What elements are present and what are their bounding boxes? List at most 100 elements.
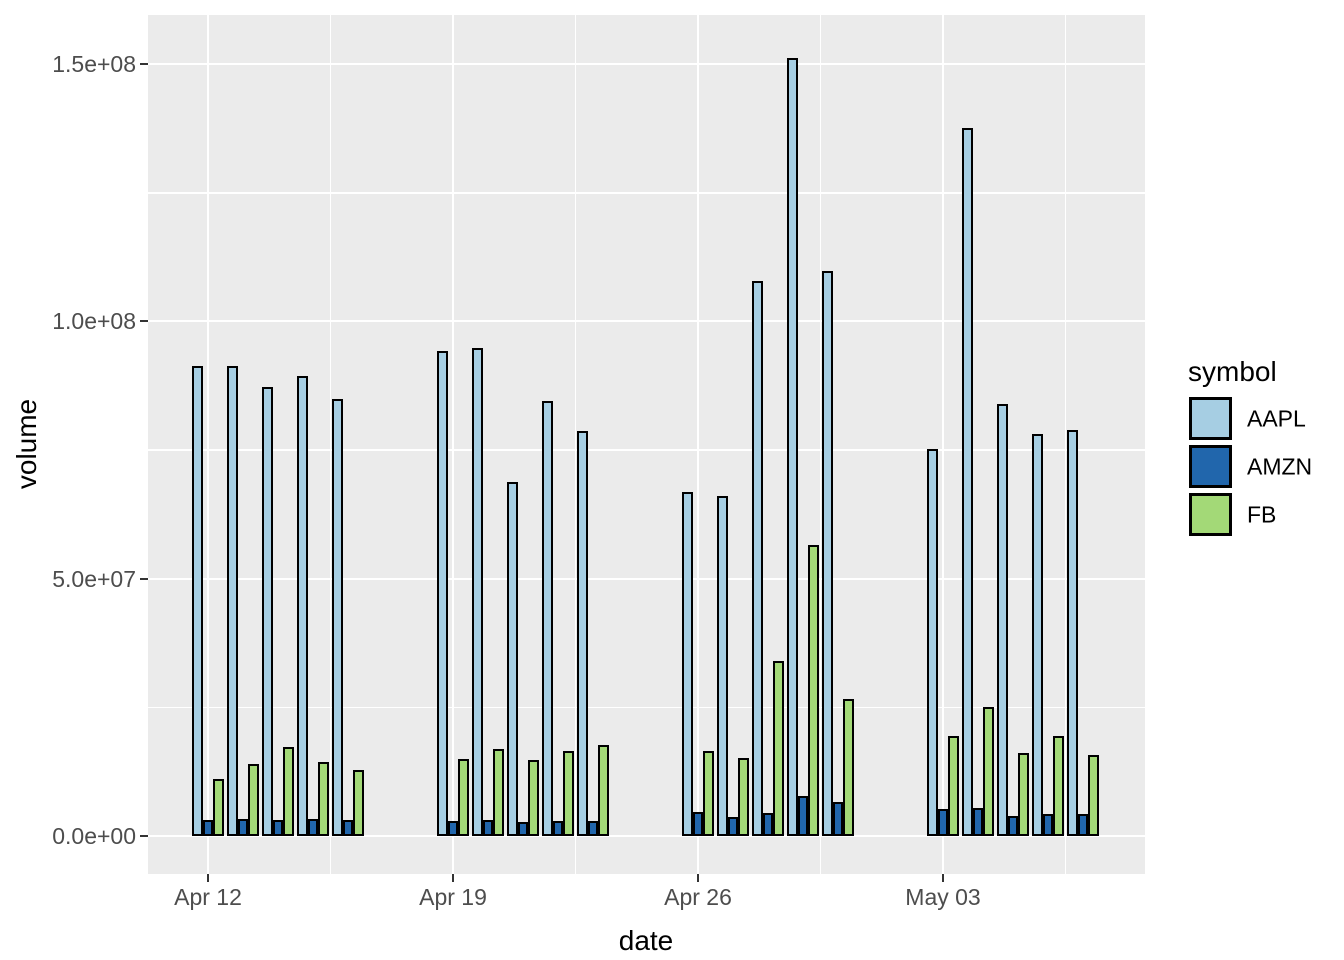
bar-aapl-may-04 (962, 128, 973, 836)
bar-fb-apr-23 (598, 744, 609, 836)
bar-amzn-may-03 (937, 809, 949, 836)
x-tick-label: May 03 (905, 884, 981, 910)
bar-fb-may-05 (1018, 753, 1029, 836)
bar-amzn-apr-16 (342, 819, 354, 836)
bar-amzn-apr-29 (797, 795, 809, 836)
y-tick-label: 1.5e+08 (52, 51, 136, 78)
legend-title: symbol (1188, 356, 1277, 387)
plot-panel (148, 15, 1145, 874)
legend-row-amzn: AMZN (1189, 445, 1339, 488)
gridline-major-x (942, 15, 944, 874)
bar-aapl-apr-15 (297, 376, 308, 836)
bar-fb-apr-16 (353, 769, 364, 836)
y-axis-title: volume (11, 398, 42, 490)
bar-amzn-apr-30 (832, 802, 844, 836)
bar-aapl-apr-14 (262, 387, 273, 836)
bar-amzn-apr-27 (727, 817, 739, 836)
x-tick-mark (207, 874, 209, 882)
legend-label-amzn: AMZN (1247, 453, 1313, 479)
bar-amzn-apr-12 (202, 819, 214, 836)
bar-aapl-apr-30 (822, 270, 833, 836)
gridline-major-y (148, 577, 1145, 580)
legend-key-amzn (1189, 445, 1232, 488)
bar-amzn-may-05 (1007, 816, 1019, 836)
bar-aapl-apr-16 (332, 398, 343, 836)
y-tick-mark (140, 577, 148, 580)
y-tick-mark (140, 63, 148, 66)
bar-fb-apr-15 (318, 761, 329, 836)
bar-fb-apr-20 (493, 748, 504, 836)
bar-amzn-apr-13 (237, 818, 249, 836)
bar-aapl-may-07 (1067, 429, 1078, 836)
legend-row-aapl: AAPL (1189, 397, 1339, 440)
bar-amzn-apr-22 (552, 821, 564, 836)
bar-aapl-apr-13 (227, 366, 238, 836)
bar-aapl-apr-12 (192, 365, 203, 836)
gridline-minor-x (819, 15, 822, 874)
gridline-minor-x (329, 15, 332, 874)
legend-key-fb (1189, 493, 1232, 536)
bar-aapl-apr-27 (717, 496, 728, 836)
x-tick-label: Apr 12 (174, 884, 242, 910)
bar-amzn-apr-26 (692, 812, 704, 836)
gridline-minor-x (574, 15, 577, 874)
bar-amzn-may-06 (1042, 813, 1054, 836)
bar-amzn-may-07 (1077, 813, 1089, 836)
bar-fb-apr-12 (213, 778, 224, 836)
bar-fb-apr-29 (808, 545, 819, 836)
gridline-minor-y (148, 706, 1145, 709)
gridline-major-y (148, 835, 1145, 837)
x-axis-title: date (618, 925, 674, 956)
bar-amzn-may-04 (972, 808, 984, 836)
gridline-major-x (452, 15, 454, 874)
bar-aapl-apr-23 (577, 431, 588, 836)
bar-fb-may-06 (1053, 735, 1064, 836)
gridline-major-y (148, 320, 1145, 323)
gridline-minor-y (148, 449, 1145, 451)
legend-row-fb: FB (1189, 493, 1339, 536)
y-tick-label: 1.0e+08 (52, 308, 136, 335)
bar-amzn-apr-14 (272, 819, 284, 836)
bar-amzn-apr-28 (762, 812, 774, 836)
bar-amzn-apr-19 (447, 820, 459, 836)
bar-fb-apr-19 (458, 759, 469, 836)
bar-fb-apr-30 (843, 699, 854, 836)
bar-aapl-may-05 (997, 403, 1008, 836)
bar-aapl-may-06 (1032, 433, 1043, 836)
y-tick-mark (140, 320, 148, 323)
bar-amzn-apr-20 (482, 819, 494, 836)
bar-fb-apr-13 (248, 764, 259, 836)
gridline-minor-x (1064, 15, 1067, 874)
bar-aapl-apr-28 (752, 281, 763, 836)
gridline-minor-y (148, 192, 1145, 194)
legend-key-aapl (1189, 397, 1232, 440)
bar-fb-apr-21 (528, 760, 539, 836)
y-tick-label: 5.0e+07 (52, 565, 136, 592)
bar-fb-apr-14 (283, 746, 294, 836)
legend-label-aapl: AAPL (1247, 405, 1306, 431)
bar-amzn-apr-21 (517, 822, 529, 836)
y-tick-mark (140, 835, 148, 837)
bar-aapl-may-03 (927, 449, 938, 836)
x-tick-label: Apr 19 (419, 884, 487, 910)
bar-fb-apr-27 (738, 758, 749, 836)
bar-aapl-apr-19 (437, 350, 448, 836)
x-tick-mark (942, 874, 944, 882)
bar-aapl-apr-22 (542, 400, 553, 836)
bar-aapl-apr-21 (507, 481, 518, 836)
bar-amzn-apr-23 (587, 821, 599, 836)
gridline-major-x (207, 15, 209, 874)
bar-fb-apr-22 (563, 751, 574, 836)
bar-aapl-apr-26 (682, 491, 693, 836)
bar-fb-apr-28 (773, 660, 784, 836)
bar-fb-may-03 (948, 735, 959, 836)
bar-amzn-apr-15 (307, 818, 319, 836)
bar-fb-may-04 (983, 706, 994, 836)
gridline-major-y (148, 63, 1145, 66)
y-tick-label: 0.0e+00 (52, 823, 136, 849)
bar-aapl-apr-29 (787, 58, 798, 836)
legend-label-fb: FB (1247, 501, 1277, 527)
bar-fb-apr-26 (703, 750, 714, 836)
bar-fb-may-07 (1088, 754, 1099, 836)
